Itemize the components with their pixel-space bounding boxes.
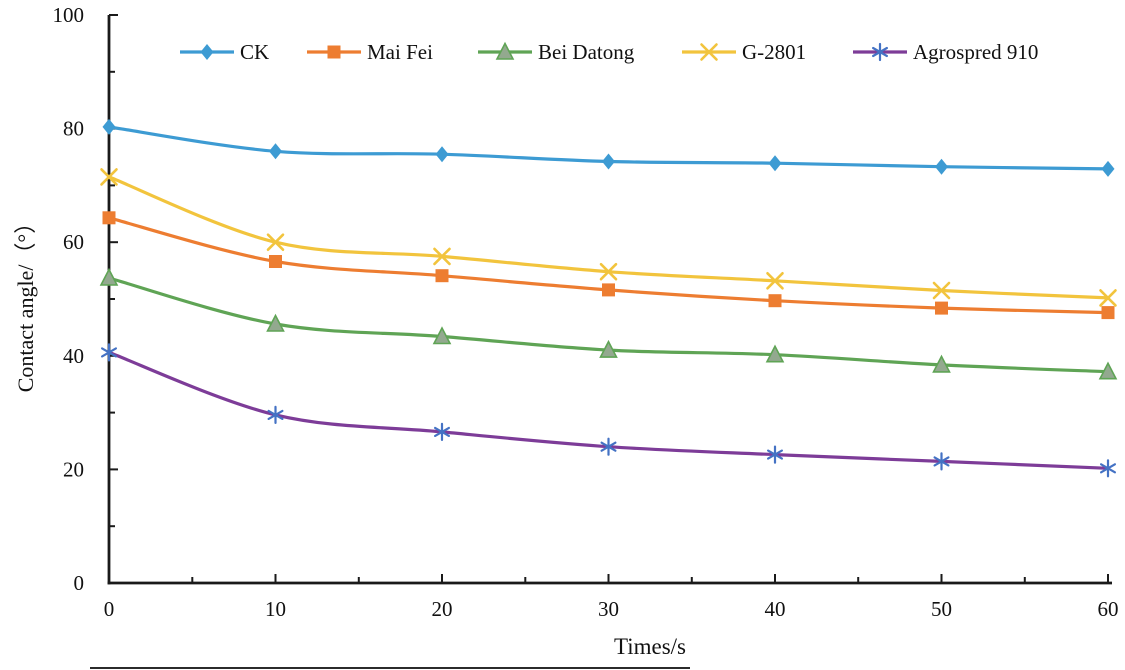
legend-label: Agrospred 910 [913,40,1038,64]
legend-item-ck: CK [180,40,269,64]
series-line [107,175,1110,300]
asterisk-marker [267,405,284,424]
diamond-marker [768,155,782,172]
tick-labels: 0 10 20 30 40 50 60 0 20 40 60 80 100 [53,3,1119,621]
series-bei-datong [99,267,1118,380]
y-tick-label: 40 [63,344,84,368]
series-line [107,216,1110,315]
diamond-marker [602,153,615,170]
y-tick-label: 80 [63,117,84,141]
triangle-marker [932,354,951,373]
legend-item-mai-fei: Mai Fei [307,40,433,64]
square-marker [102,211,116,225]
y-tick-label: 60 [63,230,84,254]
legend-label: CK [240,40,269,64]
x-marker [433,247,451,266]
y-axis-title: Contact angle/（°） [13,211,38,393]
axis-ticks [108,14,1109,584]
asterisk-marker [100,343,118,362]
square-marker [269,255,282,268]
square-marker [602,283,615,297]
x-tick-label: 0 [104,597,115,621]
x-tick-label: 20 [432,597,453,621]
diamond-marker [269,143,282,160]
triangle-marker [765,344,785,363]
series-agrospred-910 [100,343,1117,478]
square-marker [435,269,449,283]
triangle-marker [266,313,285,332]
asterisk-marker [600,437,617,456]
x-marker [932,281,951,300]
triangle-marker [99,267,119,286]
asterisk-marker [871,42,889,62]
x-tick-label: 10 [265,597,286,621]
x-tick-label: 40 [765,597,786,621]
y-tick-label: 0 [74,571,85,595]
x-axis-title: Times/s [613,634,687,659]
axes [107,15,1112,585]
asterisk-marker [766,445,784,464]
series-mai-fei [102,211,1115,320]
x-marker [599,262,618,281]
cropped-border-artifact [90,667,690,669]
x-tick-label: 60 [1098,597,1119,621]
y-tick-label: 100 [53,3,85,27]
x-marker [1099,289,1117,307]
legend: CK Mai Fei Bei Datong G-2801 Agrospred 910 [180,40,1038,64]
legend-label: Mai Fei [367,40,433,64]
triangle-marker [495,41,515,60]
x-marker [700,43,718,61]
legend-item-bei-datong: Bei Datong [478,40,635,64]
series-g-2801 [100,168,1117,307]
diamond-marker [1101,160,1115,177]
x-marker [100,168,118,186]
triangle-marker [1098,361,1118,380]
x-marker [266,233,285,251]
legend-label: G-2801 [742,40,806,64]
square-marker [768,294,782,308]
series-ck [102,118,1115,177]
x-marker [766,271,784,290]
triangle-marker [599,339,618,358]
square-marker [327,45,341,59]
asterisk-marker [933,452,950,471]
triangle-marker [432,326,452,345]
legend-label: Bei Datong [538,40,635,64]
diamond-marker [435,146,449,163]
x-tick-label: 30 [598,597,619,621]
legend-item-agrospred-910: Agrospred 910 [853,40,1038,64]
y-tick-label: 20 [63,457,84,481]
square-marker [1101,306,1115,320]
legend-item-g-2801: G-2801 [682,40,806,64]
diamond-marker [200,44,214,60]
asterisk-marker [1099,459,1117,478]
asterisk-marker [434,422,450,441]
diamond-marker [102,118,116,135]
diamond-marker [935,158,948,175]
square-marker [935,301,948,315]
x-tick-label: 50 [931,597,952,621]
